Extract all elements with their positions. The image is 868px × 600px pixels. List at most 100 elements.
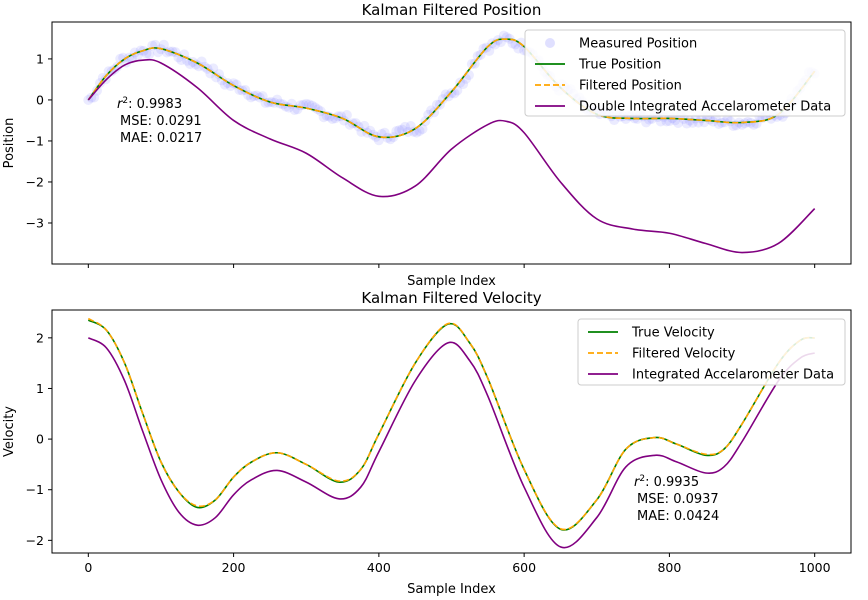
series-line-double-integrated-accelarometer-data xyxy=(87,58,816,254)
measured-point xyxy=(179,49,190,60)
measured-point xyxy=(118,52,129,63)
measured-point xyxy=(304,99,315,110)
measured-point xyxy=(344,119,355,130)
measured-point xyxy=(478,43,489,54)
y-tick-label: 1 xyxy=(36,51,44,66)
y-tick-label: −2 xyxy=(26,533,44,548)
legend-label: Integrated Accelarometer Data xyxy=(632,368,834,383)
measured-point xyxy=(106,66,117,77)
measured-point xyxy=(182,55,193,66)
measured-point xyxy=(341,110,352,120)
x-axis-label: Sample Index xyxy=(407,274,496,289)
x-tick-label: 600 xyxy=(512,560,536,575)
legend-label: Measured Position xyxy=(579,37,697,52)
measured-point xyxy=(641,117,652,128)
measured-point xyxy=(214,69,225,80)
measured-point xyxy=(193,61,204,72)
measured-point xyxy=(356,126,367,137)
measured-point xyxy=(228,78,239,89)
metrics-annotation: r2: 0.9935 MSE: 0.0937 MAE: 0.0424 xyxy=(634,474,719,524)
series-line-filtered-velocity xyxy=(87,317,815,531)
measured-point xyxy=(144,49,155,60)
measured-point xyxy=(417,124,428,135)
legend-box xyxy=(524,29,846,117)
measured-point xyxy=(423,109,434,120)
measured-point xyxy=(158,39,169,50)
measured-point xyxy=(405,120,416,131)
measured-point xyxy=(272,94,283,105)
measured-point xyxy=(705,114,716,125)
x-tick-label: 200 xyxy=(222,560,246,575)
measured-point xyxy=(440,89,451,100)
axes-frame xyxy=(51,309,852,554)
legend-label: Double Integrated Accelarometer Data xyxy=(579,100,831,115)
measured-point xyxy=(391,126,402,137)
measured-point xyxy=(414,125,425,136)
measured-point xyxy=(115,53,126,64)
y-tick-label: −1 xyxy=(26,133,44,148)
x-tick-label: 1000 xyxy=(799,560,831,575)
y-tick-label: −3 xyxy=(26,215,44,230)
measured-point xyxy=(379,127,390,138)
x-tick-label: 400 xyxy=(367,560,391,575)
measured-point xyxy=(350,118,361,129)
measured-point xyxy=(644,114,655,125)
y-tick-label: 1 xyxy=(36,381,44,396)
chart-title: Kalman Filtered Velocity xyxy=(361,289,541,307)
measured-point xyxy=(225,81,236,92)
chart-title: Kalman Filtered Position xyxy=(362,1,542,19)
measured-point xyxy=(190,59,201,70)
measured-point xyxy=(103,66,114,77)
y-tick-label: −1 xyxy=(26,482,44,497)
measured-point xyxy=(216,75,227,86)
y-axis-label: Position xyxy=(2,118,17,169)
measured-point xyxy=(513,43,524,54)
y-tick-label: −2 xyxy=(26,174,44,189)
measured-point xyxy=(670,115,681,126)
measured-point xyxy=(745,117,756,128)
velocity-panel: Kalman Filtered Velocity 0 200 400 600 800 100… xyxy=(2,289,852,597)
measured-point xyxy=(684,115,695,126)
legend-marker xyxy=(545,38,555,48)
measured-point xyxy=(725,116,736,127)
position-panel: Kalman Filtered Position 1 0 −1 −2 −3 Sample I… xyxy=(2,1,852,289)
measured-point xyxy=(112,61,123,72)
measured-point xyxy=(397,124,408,135)
measured-point xyxy=(516,37,527,48)
measured-point xyxy=(211,72,222,83)
measured-point xyxy=(681,118,692,129)
measured-point xyxy=(318,112,329,123)
measured-point xyxy=(359,120,370,131)
series-line-integrated-accelarometer-data xyxy=(87,337,815,549)
legend: Measured Position True Position Filtered P… xyxy=(524,29,846,117)
measured-point xyxy=(301,98,312,109)
measured-point xyxy=(394,125,405,136)
measured-point xyxy=(437,94,448,105)
measured-point xyxy=(109,64,120,75)
legend: True Velocity Filtered Velocity Integrated… xyxy=(577,318,846,386)
x-tick-label: 800 xyxy=(657,560,681,575)
measured-point xyxy=(153,47,164,58)
y-tick-label: 0 xyxy=(36,432,44,447)
y-tick-label: 2 xyxy=(36,330,44,345)
measured-point xyxy=(400,121,411,132)
x-tick-label: 0 xyxy=(84,560,92,575)
y-axis-label: Velocity xyxy=(2,406,17,457)
legend-label: Filtered Velocity xyxy=(632,347,736,362)
measured-point xyxy=(231,79,242,90)
legend-box xyxy=(577,318,846,386)
measured-point xyxy=(431,99,442,110)
measured-point xyxy=(673,118,684,128)
measured-point xyxy=(176,55,187,66)
axes-frame xyxy=(51,21,852,265)
measured-point xyxy=(739,118,750,129)
measured-point xyxy=(716,117,727,128)
legend-label: Filtered Position xyxy=(579,79,682,94)
measured-point xyxy=(472,51,483,62)
legend-label: True Velocity xyxy=(631,326,715,341)
plot-area xyxy=(87,317,815,549)
measured-point xyxy=(498,30,509,41)
series-line-filtered-position xyxy=(87,38,816,139)
y-tick-label: 0 xyxy=(36,92,44,107)
